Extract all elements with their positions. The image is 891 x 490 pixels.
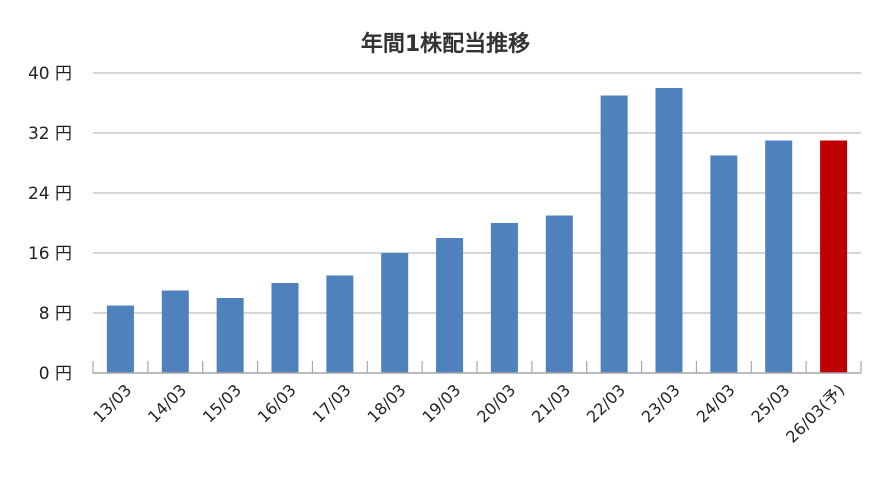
bar <box>326 275 354 373</box>
x-tick-labels: 13/03 14/03 15/03 16/03 17/03 18/03 19/03 20/03… <box>89 380 848 446</box>
bar <box>271 283 299 373</box>
bar <box>381 253 409 373</box>
y-tick-label: 16 円 <box>28 244 72 264</box>
bar <box>545 215 573 373</box>
x-tick-label: 17/03 <box>309 380 355 426</box>
x-tick-label: 19/03 <box>418 380 464 426</box>
bar <box>436 238 464 373</box>
x-tick-label: 16/03 <box>254 380 300 426</box>
x-tick-label: 25/03 <box>748 380 794 426</box>
x-tick-label: 20/03 <box>473 380 519 426</box>
y-tick-label: 0 円 <box>39 364 72 384</box>
x-axis <box>92 361 862 374</box>
bar <box>655 88 683 373</box>
x-tick-label: 24/03 <box>693 380 739 426</box>
x-tick-label: 15/03 <box>199 380 245 426</box>
x-tick-label: 22/03 <box>583 380 629 426</box>
bar <box>710 155 738 373</box>
gridlines <box>93 72 861 314</box>
bar <box>820 140 848 373</box>
y-tick-labels: 0 円 8 円 16 円 24 円 32 円 40 円 <box>28 64 72 384</box>
bar <box>216 298 244 373</box>
y-tick-label: 32 円 <box>28 124 72 144</box>
bars <box>106 88 848 373</box>
bar <box>161 290 189 373</box>
x-tick-label: 21/03 <box>528 380 574 426</box>
y-tick-label: 24 円 <box>28 184 72 204</box>
bar <box>490 223 518 373</box>
chart-title: 年間1株配当推移 <box>360 32 531 57</box>
y-tick-label: 40 円 <box>28 64 72 84</box>
x-tick-label: 18/03 <box>364 380 410 426</box>
x-tick-label: 14/03 <box>144 380 190 426</box>
y-tick-label: 8 円 <box>39 304 72 324</box>
bar <box>765 140 793 373</box>
bar <box>106 305 134 373</box>
bar <box>600 95 628 373</box>
x-tick-label: 23/03 <box>638 380 684 426</box>
x-tick-label: 13/03 <box>89 380 135 426</box>
x-tick-label: 26/03(予) <box>782 380 848 446</box>
